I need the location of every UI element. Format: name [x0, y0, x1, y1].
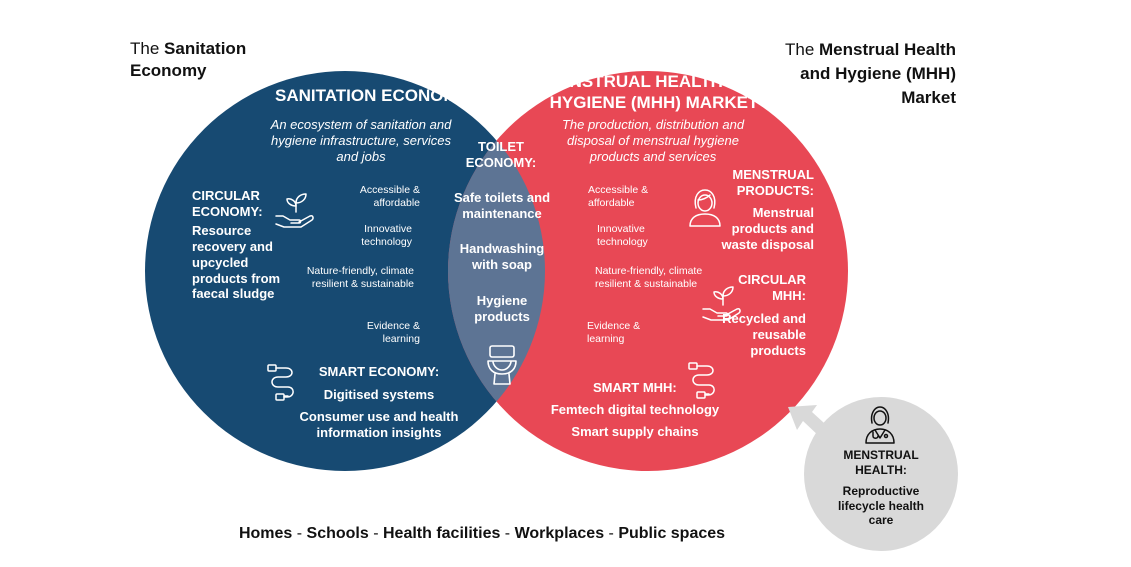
- smart-mhh-item: Femtech digital technology: [550, 402, 720, 417]
- toilet-icon: [486, 343, 518, 387]
- sanitation-economy-title: SANITATION ECONOMY: [275, 86, 469, 105]
- toilet-economy-title: TOILET ECONOMY:: [465, 139, 537, 170]
- separator: -: [292, 525, 307, 542]
- toilet-economy-item: Handwashing with soap: [459, 241, 545, 272]
- circular-economy-body: Resource recovery and upcycled products …: [192, 223, 281, 302]
- mhh-attribute: Evidence & learning: [587, 320, 641, 345]
- hand-sprout-icon: [699, 283, 745, 323]
- menstrual-health-circle: [804, 397, 958, 551]
- cable-icon: [687, 361, 719, 401]
- smart-mhh-title: SMART MHH:: [593, 380, 677, 395]
- smart-economy-item: Digitised systems: [323, 387, 435, 402]
- settings-footer: Homes - Schools - Health facilities - Wo…: [180, 524, 784, 544]
- separator: -: [500, 525, 515, 542]
- toilet-economy-item: Safe toilets and maintenance: [453, 190, 551, 221]
- mhh-attribute: Innovative technology: [597, 223, 648, 248]
- menstrual-health-body: Reproductive lifecycle health care: [837, 484, 925, 528]
- smart-mhh-item: Smart supply chains: [571, 424, 699, 439]
- menstrual-products-title: MENSTRUAL PRODUCTS:: [732, 167, 814, 198]
- setting-label: Homes: [238, 525, 293, 542]
- sanitation-economy-corner-label: The Sanitation Economy: [130, 38, 290, 82]
- setting-label: Health facilities: [382, 525, 501, 542]
- toilet-economy-item: Hygiene products: [474, 293, 530, 324]
- hand-sprout-icon: [272, 190, 318, 230]
- sanitation-attribute: Nature-friendly, climate resilient & sus…: [306, 265, 414, 290]
- health-worker-icon: [862, 405, 898, 445]
- sanitation-attribute: Accessible & affordable: [359, 184, 420, 209]
- setting-label: Public spaces: [618, 525, 726, 542]
- menstrual-health-title: MENSTRUAL HEALTH:: [843, 448, 919, 477]
- mhh-market-title: MENSTRUAL HEALTH AND HYGIENE (MHH) MARKE…: [544, 72, 764, 112]
- setting-label: Workplaces: [514, 525, 605, 542]
- cable-icon: [266, 363, 298, 403]
- mhh-market-corner-label: The Menstrual Health and Hygiene (MHH) M…: [770, 38, 956, 109]
- menstrual-products-body: Menstrual products and waste disposal: [721, 205, 814, 252]
- corner-label-the: The: [130, 39, 165, 58]
- arrow-health-to-mhh: [788, 405, 847, 454]
- corner-label-the: The: [784, 40, 820, 59]
- mhh-market-circle: [448, 71, 848, 471]
- separator: -: [604, 525, 619, 542]
- corner-label-bold: Sanitation Economy: [130, 39, 247, 81]
- circular-economy-title: CIRCULAR ECONOMY:: [192, 188, 263, 219]
- setting-label: Schools: [306, 525, 369, 542]
- mhh-attribute: Nature-friendly, climate resilient & sus…: [595, 265, 703, 290]
- woman-icon: [687, 188, 723, 228]
- mhh-attribute: Accessible & affordable: [588, 184, 649, 209]
- smart-economy-title: SMART ECONOMY:: [318, 364, 440, 379]
- sanitation-economy-circle: [145, 71, 545, 471]
- separator: -: [368, 525, 383, 542]
- corner-label-bold: Menstrual Health and Hygiene (MHH) Marke…: [800, 40, 956, 107]
- sanitation-economy-subtitle: An ecosystem of sanitation and hygiene i…: [270, 117, 452, 164]
- circular-mhh-title: CIRCULAR MHH:: [738, 272, 806, 303]
- sanitation-attribute: Innovative technology: [361, 223, 412, 248]
- smart-economy-item: Consumer use and health information insi…: [299, 409, 459, 440]
- circular-mhh-body: Recycled and reusable products: [722, 311, 806, 358]
- mhh-market-subtitle: The production, distribution and disposa…: [561, 117, 745, 164]
- sanitation-attribute: Evidence & learning: [366, 320, 420, 345]
